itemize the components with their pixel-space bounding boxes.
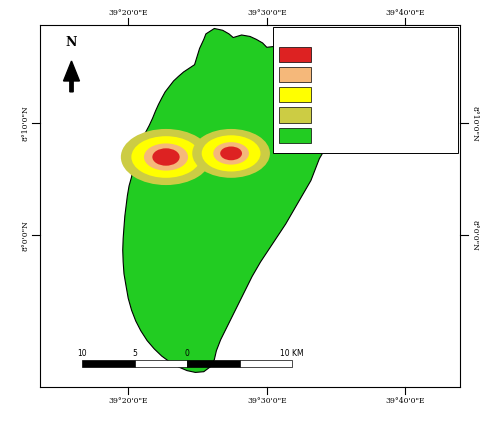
Ellipse shape <box>152 149 180 166</box>
Text: 0.804 - 0.92: 0.804 - 0.92 <box>318 132 364 141</box>
Ellipse shape <box>192 129 270 178</box>
Text: N: N <box>66 36 77 49</box>
Ellipse shape <box>202 136 260 172</box>
Text: 0.004 - 0.2: 0.004 - 0.2 <box>318 71 360 80</box>
Text: 8°10'0"N: 8°10'0"N <box>22 105 30 141</box>
Text: 39°20'0"E: 39°20'0"E <box>108 396 148 404</box>
Ellipse shape <box>213 143 249 165</box>
Text: Fuzzification of Dist. to Settlement: Fuzzification of Dist. to Settlement <box>278 34 417 40</box>
Text: 5: 5 <box>132 348 137 357</box>
Bar <box>134 360 187 367</box>
Text: 10 KM: 10 KM <box>280 348 304 357</box>
Text: 8°0'0"N: 8°0'0"N <box>22 220 30 251</box>
Text: 0.004: 0.004 <box>318 51 340 59</box>
Bar <box>187 360 240 367</box>
Ellipse shape <box>220 147 242 161</box>
Text: 10: 10 <box>77 348 87 357</box>
Ellipse shape <box>144 144 188 171</box>
Bar <box>82 360 134 367</box>
Text: 8°0'0"N: 8°0'0"N <box>470 220 478 251</box>
Text: 39°30'0"E: 39°30'0"E <box>247 396 286 404</box>
Polygon shape <box>122 29 338 372</box>
Bar <box>273 28 458 154</box>
Text: 8°10'0"N: 8°10'0"N <box>470 105 478 141</box>
Text: 39°40'0"E: 39°40'0"E <box>386 9 425 17</box>
Bar <box>280 108 311 123</box>
Ellipse shape <box>121 129 211 186</box>
Ellipse shape <box>132 137 200 178</box>
Bar <box>280 129 311 144</box>
Bar <box>280 68 311 83</box>
Text: 39°20'0"E: 39°20'0"E <box>108 9 148 17</box>
Text: 39°40'0"E: 39°40'0"E <box>386 396 425 404</box>
FancyArrow shape <box>64 62 80 92</box>
Text: 0: 0 <box>184 348 190 357</box>
Text: 39°30'0"E: 39°30'0"E <box>247 9 286 17</box>
Text: 0.496 - 0.804: 0.496 - 0.804 <box>318 111 370 120</box>
Bar <box>280 88 311 103</box>
Text: 0.2 - 0.496: 0.2 - 0.496 <box>318 91 360 100</box>
Bar <box>280 47 311 63</box>
Bar <box>240 360 292 367</box>
